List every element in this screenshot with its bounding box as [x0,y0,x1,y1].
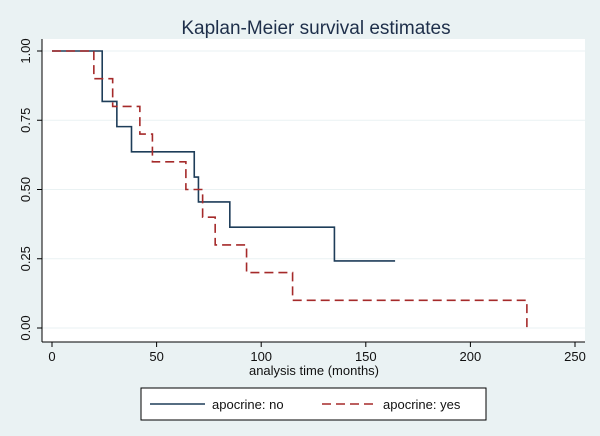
y-tick-label: 1.00 [18,38,33,63]
x-tick-label: 150 [355,349,377,364]
legend-label-apocrine-yes: apocrine: yes [383,397,461,412]
x-tick-label: 50 [149,349,163,364]
grid-lines [42,50,585,329]
series [52,50,528,328]
series-line-apocrine-no [52,50,396,262]
series-line-apocrine-yes [52,50,528,328]
axes: 0.00 0.25 0.50 0.75 1.00 0 50 100 150 200 250 [18,38,586,364]
y-tick-label: 0.75 [18,108,33,133]
legend-label-apocrine-no: apocrine: no [212,397,284,412]
plot-area [42,39,585,342]
legend: apocrine: no apocrine: yes [140,387,487,421]
x-tick-label: 0 [48,349,55,364]
y-tick-label: 0.50 [18,177,33,202]
x-tick-label: 250 [564,349,586,364]
x-tick-label: 100 [250,349,272,364]
x-axis-label: analysis time (months) [249,363,379,378]
y-tick-label: 0.00 [18,315,33,340]
y-tick-label: 0.25 [18,246,33,271]
chart-title: Kaplan-Meier survival estimates [181,18,450,39]
x-tick-label: 200 [460,349,482,364]
